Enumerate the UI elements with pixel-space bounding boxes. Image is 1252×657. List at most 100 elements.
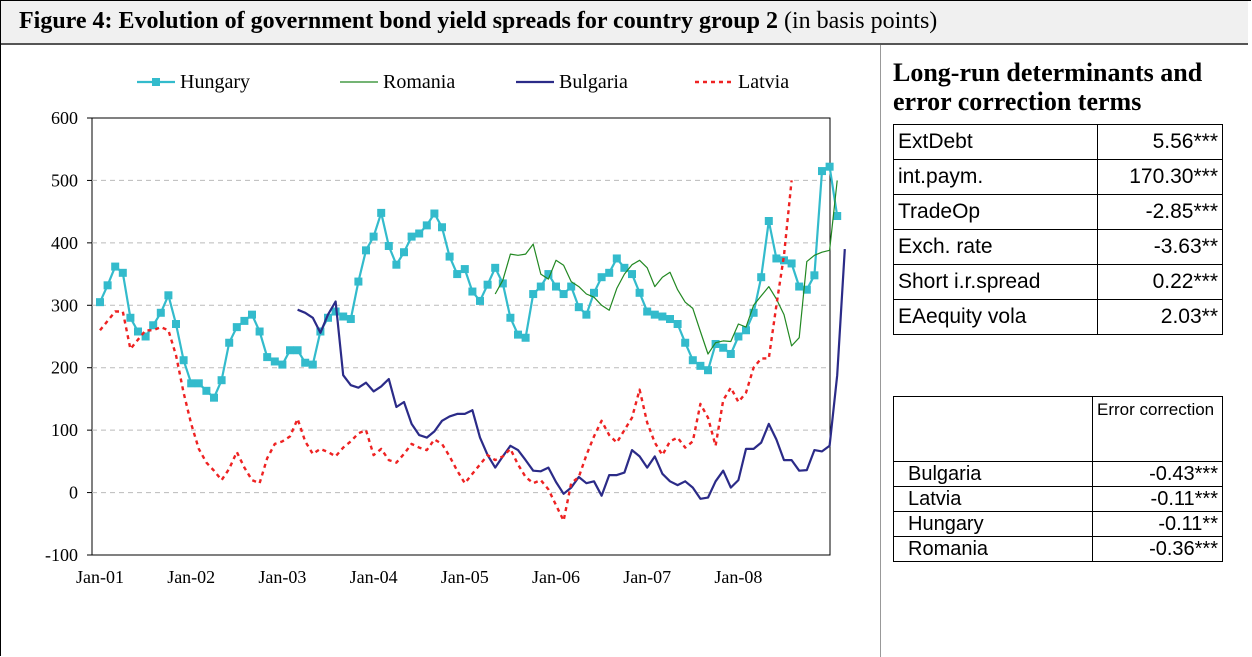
data-point-hungary: [179, 356, 188, 365]
determinant-row: ExtDebt 5.56***: [893, 124, 1223, 160]
determinant-name: ExtDebt: [893, 124, 1098, 160]
data-point-hungary: [704, 366, 712, 375]
legend-label: Bulgaria: [559, 71, 628, 93]
data-point-hungary: [544, 270, 553, 279]
error-correction-value: -0.11**: [1092, 511, 1223, 537]
legend-label: Latvia: [738, 71, 789, 93]
data-point-hungary: [635, 288, 644, 297]
determinant-name: Exch. rate: [893, 229, 1098, 265]
data-point-hungary: [103, 281, 112, 290]
data-point-hungary: [172, 320, 180, 329]
data-point-hungary: [552, 282, 560, 291]
data-point-hungary: [430, 209, 439, 218]
x-tick-label: Jan-04: [350, 567, 398, 587]
data-point-hungary: [263, 353, 272, 362]
data-point-hungary: [643, 307, 652, 316]
figure-title-bold: Figure 4: Evolution of government bond y…: [19, 8, 778, 34]
data-point-hungary: [764, 217, 773, 226]
figure-title-bar: Figure 4: Evolution of government bond y…: [1, 1, 1248, 45]
determinant-value: 0.22***: [1097, 264, 1223, 300]
data-point-hungary: [574, 303, 583, 312]
data-point-hungary: [255, 327, 264, 336]
header-blank-cell: [893, 396, 1093, 462]
data-point-hungary: [111, 262, 120, 271]
data-point-hungary: [734, 332, 743, 341]
data-point-hungary: [202, 386, 211, 395]
error-correction-row: Hungary -0.11**: [893, 511, 1223, 537]
y-tick-label: 400: [51, 233, 78, 253]
x-tick-label: Jan-03: [258, 567, 306, 587]
data-point-hungary: [126, 313, 135, 322]
series-line-hungary: [98, 165, 839, 399]
data-point-hungary: [240, 316, 249, 325]
data-point-hungary: [650, 310, 659, 319]
y-tick-label: 0: [69, 483, 78, 503]
data-point-hungary: [407, 232, 416, 241]
determinant-row: EAequity vola 2.03**: [893, 299, 1223, 335]
x-tick-label: Jan-07: [623, 567, 671, 587]
data-point-hungary: [354, 277, 363, 286]
data-point-hungary: [415, 229, 424, 238]
figure-title-rest: (in basis points): [777, 8, 938, 34]
data-point-hungary: [491, 263, 500, 272]
data-point-hungary: [118, 268, 127, 277]
determinant-row: TradeOp -2.85***: [893, 194, 1223, 230]
x-tick-label: Jan-08: [714, 567, 762, 587]
spread-chart: -100 0 100 200 300 400 500 600 Jan-01 Jan-02 Jan-0…: [45, 71, 846, 587]
data-point-hungary: [597, 273, 606, 282]
data-point-hungary: [726, 349, 735, 358]
determinant-value: 2.03**: [1097, 299, 1223, 335]
data-point-hungary: [742, 326, 750, 335]
determinant-row: int.paym. 170.30***: [893, 159, 1223, 195]
panel-divider: [880, 45, 881, 657]
data-point-hungary: [757, 273, 766, 282]
data-point-hungary: [810, 271, 819, 280]
x-tick-label: Jan-05: [441, 567, 489, 587]
data-point-hungary: [270, 357, 279, 366]
y-tick-label: 200: [51, 358, 78, 378]
data-point-hungary: [802, 285, 811, 294]
country-name: Latvia: [893, 486, 1093, 512]
data-point-hungary: [567, 282, 576, 291]
data-point-hungary: [248, 310, 256, 319]
data-point-hungary: [658, 312, 667, 321]
plot-area: [91, 117, 831, 556]
data-point-hungary: [217, 376, 226, 385]
data-point-hungary: [673, 320, 682, 329]
data-point-hungary: [362, 246, 370, 255]
data-point-hungary: [301, 358, 310, 367]
data-point-hungary: [529, 290, 538, 299]
data-point-hungary: [582, 310, 591, 319]
country-name: Romania: [893, 536, 1093, 562]
data-point-hungary: [286, 346, 294, 355]
y-tick-label: -100: [45, 545, 78, 565]
data-point-hungary: [514, 330, 522, 339]
determinant-value: -2.85***: [1097, 194, 1223, 230]
data-point-hungary: [719, 343, 728, 352]
determinant-row: Exch. rate -3.63**: [893, 229, 1223, 265]
y-tick-label: 300: [51, 295, 78, 315]
data-point-hungary: [590, 288, 598, 297]
data-point-hungary: [818, 167, 826, 176]
data-point-hungary: [339, 312, 348, 321]
error-correction-value: -0.43***: [1092, 461, 1223, 487]
data-point-hungary: [688, 356, 697, 365]
figure-title: Figure 4: Evolution of government bond y…: [19, 8, 937, 35]
data-point-hungary: [377, 208, 386, 217]
data-point-hungary: [187, 379, 196, 388]
data-point-hungary: [134, 327, 142, 336]
data-point-hungary: [156, 308, 165, 317]
determinant-value: -3.63**: [1097, 229, 1223, 265]
data-point-hungary: [536, 282, 545, 291]
data-point-hungary: [392, 260, 401, 269]
error-correction-value: -0.36***: [1092, 536, 1223, 562]
data-point-hungary: [498, 279, 507, 288]
data-point-hungary: [825, 162, 834, 171]
determinant-value: 170.30***: [1097, 159, 1223, 195]
data-point-hungary: [605, 268, 614, 277]
error-correction-table: Error correction Bulgaria -0.43*** Latvia -…: [893, 396, 1223, 562]
data-point-hungary: [422, 221, 431, 230]
data-point-hungary: [612, 254, 621, 263]
data-point-hungary: [666, 315, 674, 324]
